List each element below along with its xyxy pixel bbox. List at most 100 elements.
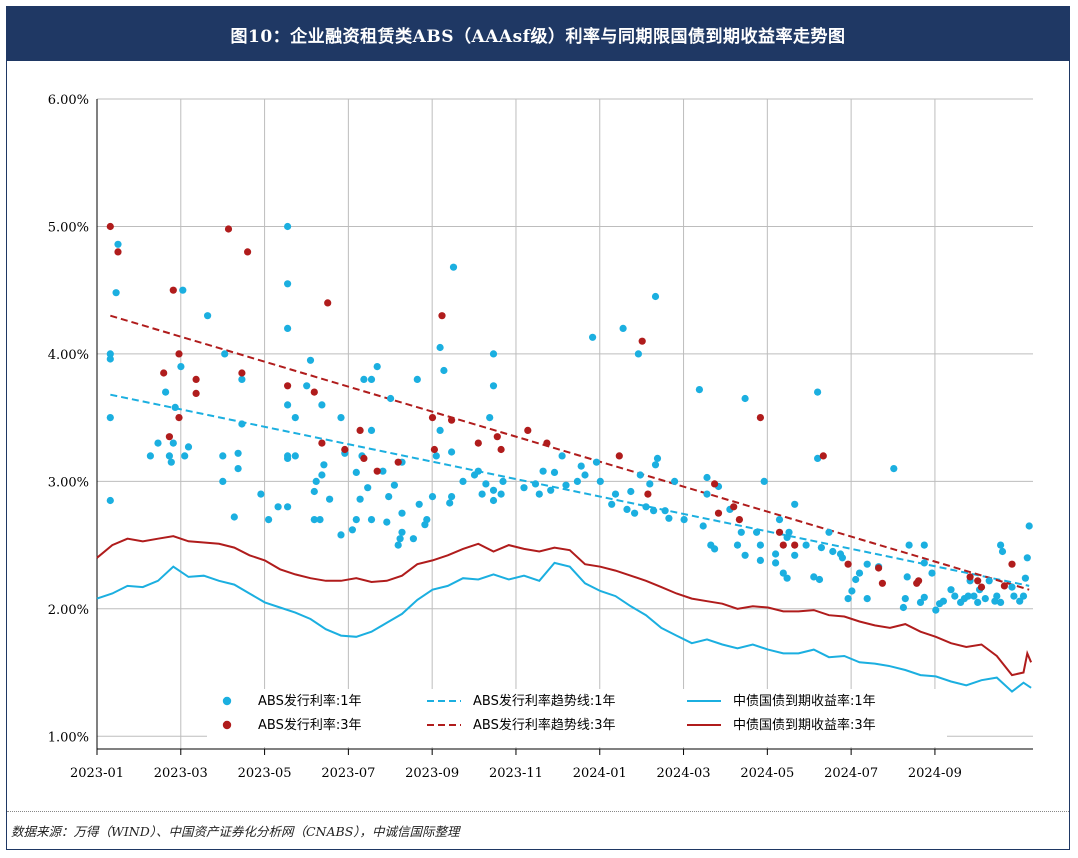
y-tick-label: 2.00% bbox=[48, 603, 89, 618]
scatter-point bbox=[558, 452, 566, 460]
scatter-point bbox=[772, 559, 780, 567]
scatter-point bbox=[486, 414, 494, 422]
scatter-point bbox=[221, 350, 229, 358]
y-tick-label: 1.00% bbox=[48, 730, 89, 745]
scatter-point bbox=[814, 454, 822, 462]
scatter-point bbox=[497, 445, 505, 454]
scatter-point bbox=[890, 465, 898, 473]
scatter-point bbox=[783, 574, 791, 582]
scatter-point bbox=[855, 569, 864, 577]
source-separator bbox=[7, 811, 1069, 812]
scatter-point bbox=[785, 528, 793, 536]
scatter-point bbox=[499, 477, 507, 485]
scatter-point bbox=[974, 577, 982, 585]
scatter-point bbox=[341, 445, 349, 454]
scatter-point bbox=[284, 503, 292, 511]
scatter-point bbox=[981, 595, 989, 603]
scatter-point bbox=[1010, 592, 1018, 600]
scatter-point bbox=[735, 516, 744, 524]
scatter-point bbox=[1016, 597, 1024, 605]
scatter-point bbox=[592, 458, 601, 466]
scatter-point bbox=[337, 531, 345, 539]
scatter-point bbox=[636, 471, 644, 479]
scatter-point bbox=[977, 583, 986, 591]
scatter-point bbox=[179, 286, 187, 294]
scatter-point bbox=[638, 337, 646, 345]
scatter-point bbox=[844, 595, 852, 603]
scatter-point bbox=[703, 473, 711, 482]
line-series bbox=[96, 535, 1033, 693]
scatter-point bbox=[238, 369, 246, 377]
scatter-point bbox=[303, 382, 311, 390]
scatter-point bbox=[482, 480, 490, 488]
scatter-point bbox=[905, 541, 913, 549]
scatter-point bbox=[169, 439, 177, 447]
scatter-point bbox=[364, 484, 372, 492]
scatter-point bbox=[106, 222, 114, 231]
scatter-point bbox=[815, 575, 824, 584]
scatter-point bbox=[165, 433, 173, 441]
legend-label: 中债国债到期收益率:1年 bbox=[733, 693, 876, 709]
scatter-point bbox=[257, 490, 265, 498]
scatter-point bbox=[531, 480, 540, 488]
chart-canvas: 1.00%2.00%3.00%4.00%5.00%6.00% 2023-01 20… bbox=[48, 93, 1033, 781]
scatter-point bbox=[819, 452, 827, 460]
scatter-point bbox=[318, 401, 326, 409]
scatter-point bbox=[459, 477, 467, 485]
scatter-point bbox=[753, 528, 761, 536]
scatter-point bbox=[993, 592, 1001, 600]
x-tick-label: 2024-09 bbox=[908, 766, 962, 781]
scatter-point bbox=[916, 598, 925, 607]
source-note: 数据来源：万得（WIND）、中国资产证券化分析网（CNABS），中诚信国际整理 bbox=[11, 824, 460, 839]
scatter-point bbox=[318, 471, 326, 479]
scatter-point bbox=[631, 509, 639, 517]
trend-line bbox=[110, 314, 1030, 591]
scatter-point bbox=[844, 560, 852, 568]
scatter-point bbox=[348, 526, 356, 534]
scatter-point bbox=[1021, 574, 1029, 582]
scatter-point bbox=[284, 401, 292, 409]
scatter-point bbox=[920, 593, 928, 601]
scatter-point bbox=[650, 507, 658, 515]
scatter-point bbox=[238, 420, 246, 428]
scatter-point bbox=[974, 598, 982, 607]
scatter-point bbox=[1019, 592, 1028, 600]
y-axis-tick-labels: 1.00% 2.00% 3.00% 4.00% 5.00% 6.00% bbox=[48, 93, 89, 745]
scatter-point bbox=[619, 324, 627, 332]
scatter-point bbox=[367, 426, 376, 434]
scatter-point bbox=[1008, 583, 1016, 591]
scatter-point bbox=[756, 541, 765, 549]
scatter-point bbox=[772, 550, 780, 558]
scatter-point bbox=[356, 495, 364, 503]
legend-label: ABS发行利率趋势线:1年 bbox=[473, 693, 616, 709]
scatter-point bbox=[779, 569, 787, 577]
scatter-point bbox=[535, 490, 543, 498]
scatter-point bbox=[310, 487, 318, 496]
y-tick-label: 6.00% bbox=[48, 93, 89, 108]
scatter-point bbox=[436, 343, 444, 352]
scatter-point bbox=[367, 375, 376, 383]
scatter-point bbox=[644, 490, 652, 498]
scatter-point bbox=[291, 414, 299, 422]
scatter-point bbox=[829, 547, 837, 556]
scatter-point bbox=[474, 439, 482, 447]
yield-line bbox=[96, 535, 1033, 677]
scatter-point bbox=[970, 592, 978, 600]
x-axis-tick-labels: 2023-01 2023-03 2023-05 2023-07 2023-09 2023-… bbox=[70, 766, 962, 781]
scatter-point bbox=[184, 443, 193, 451]
scatter-point bbox=[920, 541, 928, 549]
scatter-point bbox=[863, 595, 871, 603]
scatter-point bbox=[398, 528, 406, 536]
scatter-point bbox=[360, 375, 368, 383]
scatter-point bbox=[802, 541, 810, 549]
scatter-point bbox=[367, 516, 376, 524]
scatter-point bbox=[284, 324, 292, 332]
scatter-point bbox=[449, 263, 458, 271]
scatter-point bbox=[634, 350, 643, 358]
scatter-point bbox=[714, 509, 723, 517]
y-tick-label: 3.00% bbox=[48, 475, 89, 490]
scatter-point bbox=[646, 480, 654, 488]
scatter-point bbox=[547, 486, 555, 494]
scatter-point bbox=[352, 516, 360, 524]
scatter-point bbox=[539, 467, 547, 475]
